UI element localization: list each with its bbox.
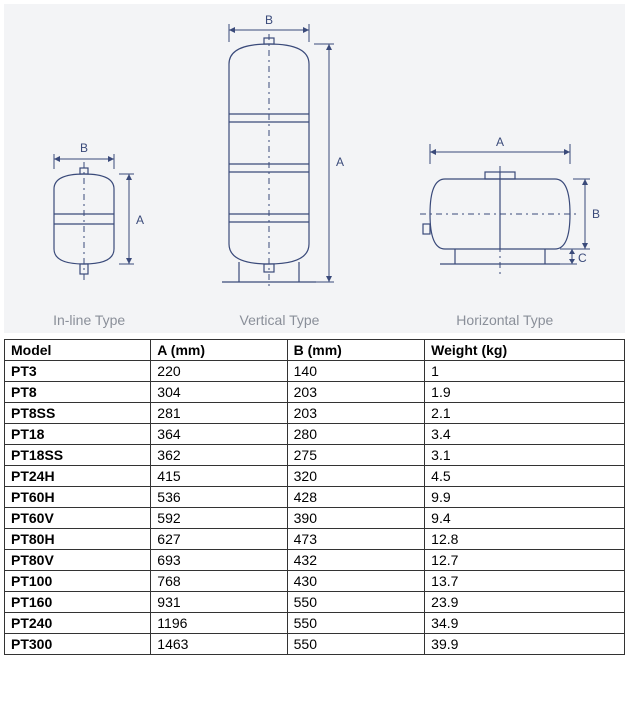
col-model: Model — [5, 340, 151, 361]
cell-a: 304 — [151, 382, 287, 403]
cell-b: 140 — [287, 361, 425, 382]
spec-table: Model A (mm) B (mm) Weight (kg) PT322014… — [4, 339, 625, 655]
col-a: A (mm) — [151, 340, 287, 361]
cell-b: 550 — [287, 592, 425, 613]
cell-weight: 2.1 — [425, 403, 625, 424]
cell-model: PT60H — [5, 487, 151, 508]
table-row: PT80H62747312.8 — [5, 529, 625, 550]
cell-b: 280 — [287, 424, 425, 445]
dim-label-b: B — [265, 14, 273, 27]
cell-model: PT160 — [5, 592, 151, 613]
cell-weight: 12.7 — [425, 550, 625, 571]
cell-weight: 39.9 — [425, 634, 625, 655]
cell-a: 281 — [151, 403, 287, 424]
cell-weight: 13.7 — [425, 571, 625, 592]
cell-model: PT100 — [5, 571, 151, 592]
horizontal-label: Horizontal Type — [456, 312, 553, 328]
dim-label-b: B — [592, 207, 600, 221]
table-row: PT8SS2812032.1 — [5, 403, 625, 424]
cell-weight: 9.4 — [425, 508, 625, 529]
cell-a: 931 — [151, 592, 287, 613]
cell-weight: 12.8 — [425, 529, 625, 550]
vertical-svg: B A — [194, 14, 364, 304]
dim-label-b: B — [80, 141, 88, 155]
cell-weight: 1 — [425, 361, 625, 382]
cell-b: 428 — [287, 487, 425, 508]
col-b: B (mm) — [287, 340, 425, 361]
cell-a: 627 — [151, 529, 287, 550]
dim-label-c: C — [578, 251, 587, 265]
cell-b: 432 — [287, 550, 425, 571]
cell-b: 320 — [287, 466, 425, 487]
diagram-inline: B A In-line Type — [24, 134, 154, 328]
cell-weight: 9.9 — [425, 487, 625, 508]
cell-a: 536 — [151, 487, 287, 508]
cell-a: 693 — [151, 550, 287, 571]
cell-weight: 23.9 — [425, 592, 625, 613]
diagram-horizontal: A B C — [405, 124, 605, 328]
cell-b: 550 — [287, 634, 425, 655]
cell-a: 1196 — [151, 613, 287, 634]
cell-model: PT8SS — [5, 403, 151, 424]
cell-model: PT3 — [5, 361, 151, 382]
cell-a: 1463 — [151, 634, 287, 655]
inline-svg: B A — [24, 134, 154, 304]
table-row: PT183642803.4 — [5, 424, 625, 445]
table-row: PT300146355039.9 — [5, 634, 625, 655]
dim-label-a: A — [496, 135, 504, 149]
cell-weight: 34.9 — [425, 613, 625, 634]
cell-model: PT24H — [5, 466, 151, 487]
table-row: PT60H5364289.9 — [5, 487, 625, 508]
col-weight: Weight (kg) — [425, 340, 625, 361]
cell-b: 275 — [287, 445, 425, 466]
table-row: PT18SS3622753.1 — [5, 445, 625, 466]
cell-a: 220 — [151, 361, 287, 382]
cell-a: 592 — [151, 508, 287, 529]
table-row: PT60V5923909.4 — [5, 508, 625, 529]
cell-model: PT18SS — [5, 445, 151, 466]
cell-b: 203 — [287, 382, 425, 403]
vertical-label: Vertical Type — [240, 312, 320, 328]
table-header-row: Model A (mm) B (mm) Weight (kg) — [5, 340, 625, 361]
cell-a: 362 — [151, 445, 287, 466]
table-row: PT24H4153204.5 — [5, 466, 625, 487]
cell-b: 203 — [287, 403, 425, 424]
dim-label-a: A — [136, 213, 144, 227]
cell-b: 473 — [287, 529, 425, 550]
cell-weight: 1.9 — [425, 382, 625, 403]
table-row: PT32201401 — [5, 361, 625, 382]
diagram-vertical: B A Vertical Type — [194, 14, 364, 328]
cell-a: 364 — [151, 424, 287, 445]
cell-a: 768 — [151, 571, 287, 592]
table-row: PT83042031.9 — [5, 382, 625, 403]
cell-b: 390 — [287, 508, 425, 529]
cell-model: PT300 — [5, 634, 151, 655]
cell-b: 550 — [287, 613, 425, 634]
dim-label-a: A — [336, 155, 344, 169]
table-row: PT16093155023.9 — [5, 592, 625, 613]
cell-b: 430 — [287, 571, 425, 592]
table-row: PT240119655034.9 — [5, 613, 625, 634]
cell-model: PT8 — [5, 382, 151, 403]
cell-a: 415 — [151, 466, 287, 487]
cell-model: PT80V — [5, 550, 151, 571]
cell-weight: 4.5 — [425, 466, 625, 487]
cell-weight: 3.1 — [425, 445, 625, 466]
table-row: PT80V69343212.7 — [5, 550, 625, 571]
diagram-panel: B A In-line Type — [4, 4, 625, 333]
cell-model: PT240 — [5, 613, 151, 634]
cell-model: PT18 — [5, 424, 151, 445]
horizontal-svg: A B C — [405, 124, 605, 304]
table-row: PT10076843013.7 — [5, 571, 625, 592]
cell-model: PT80H — [5, 529, 151, 550]
cell-weight: 3.4 — [425, 424, 625, 445]
inline-label: In-line Type — [53, 312, 125, 328]
cell-model: PT60V — [5, 508, 151, 529]
